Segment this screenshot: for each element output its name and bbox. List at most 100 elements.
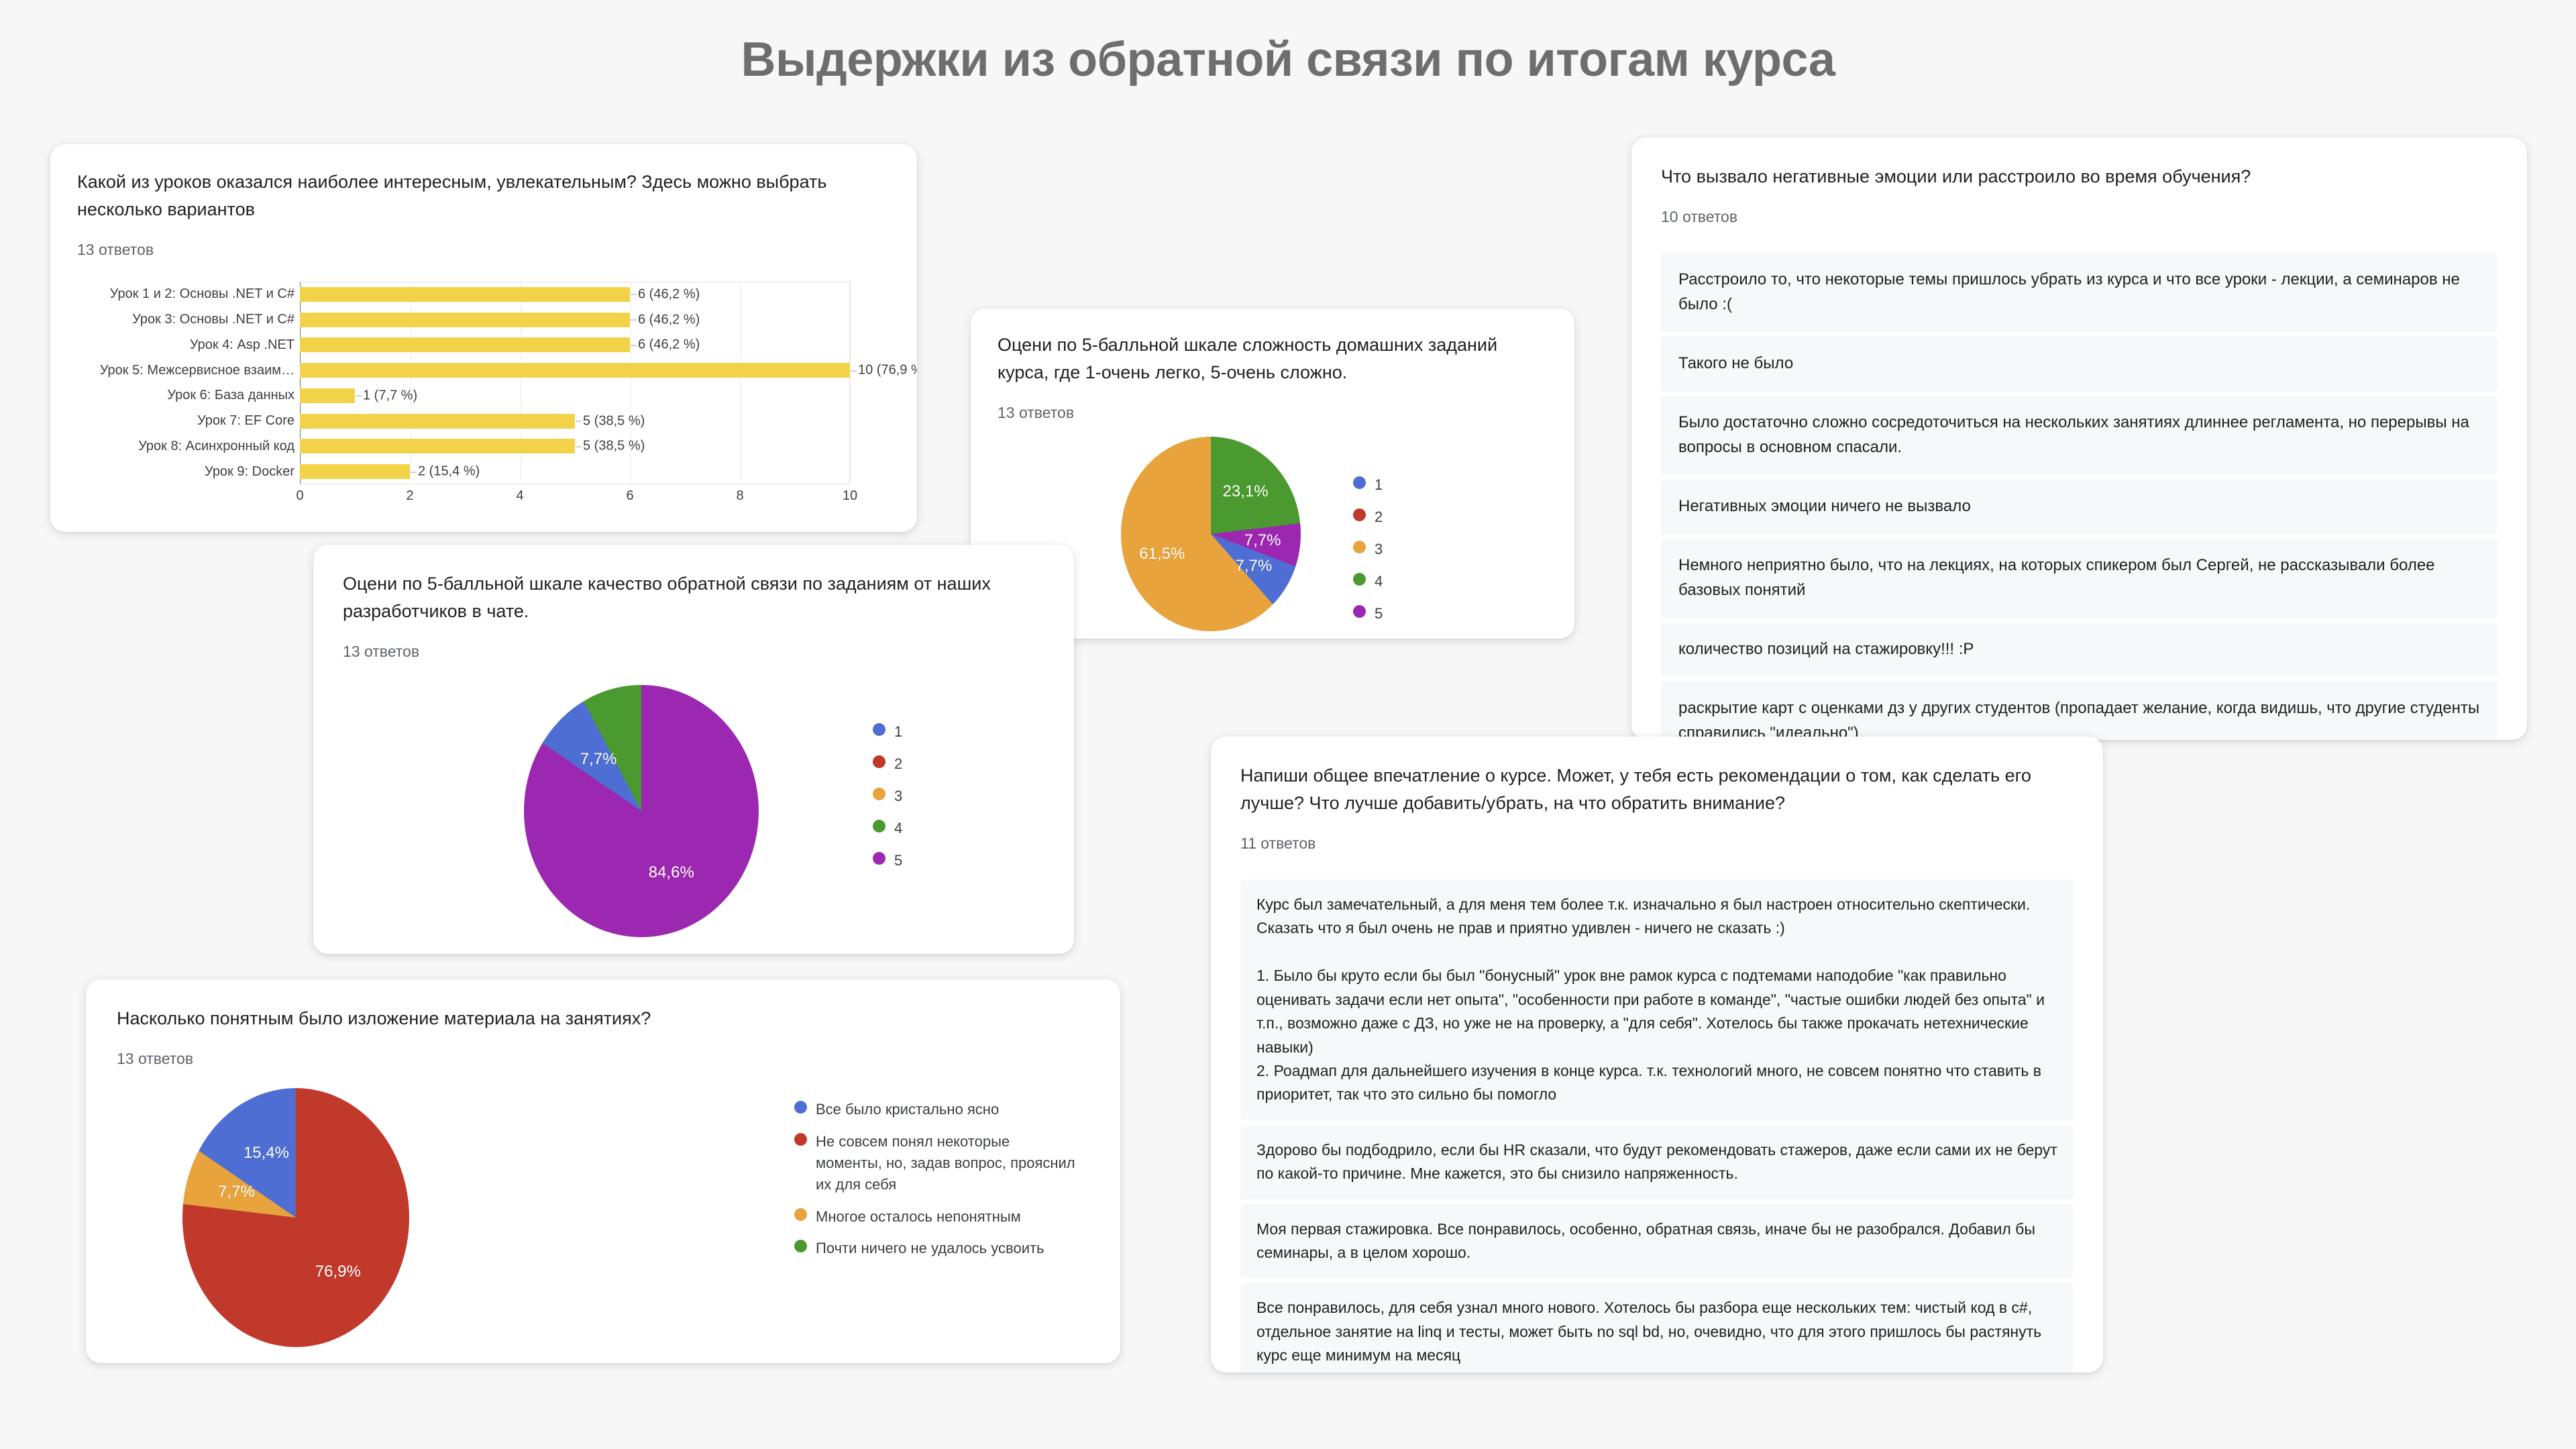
pie-chart	[1121, 437, 1301, 632]
bar-row: Урок 3: Основы .NET и C# 6 (46,2 %)	[77, 307, 890, 333]
question-title: Напиши общее впечатление о курсе. Может,…	[1240, 765, 2031, 814]
bar-category-label: Урок 5: Межсервисное взаим…	[99, 362, 294, 378]
bar-track: 5 (38,5 %)	[300, 409, 850, 434]
pie-slice-percent-label: 15,4%	[243, 1144, 289, 1163]
bar-value-label: 10 (76,9 %)	[850, 363, 917, 378]
legend-item[interactable]: 5	[873, 850, 994, 871]
bar-row: Урок 8: Асинхронный код 5 (38,5 %)	[77, 434, 890, 460]
legend-item[interactable]: Не совсем понял некоторые моменты, но, з…	[794, 1131, 1076, 1195]
legend-color-dot	[873, 723, 885, 737]
pie-legend: Все было кристально ясно Не совсем понял …	[794, 1099, 1076, 1270]
legend-label: Все было кристально ясно	[816, 1101, 1000, 1118]
bar-track: 10 (76,9 %)	[300, 358, 917, 383]
pie-slice-percent-label: 7,7%	[1235, 556, 1273, 575]
legend-item[interactable]: 1	[873, 721, 994, 743]
card-general-impression: Напиши общее впечатление о курсе. Может,…	[1211, 737, 2103, 1373]
legend-label: 3	[894, 787, 903, 804]
answer-item: раскрытие карт с оценками дз у других ст…	[1661, 681, 2498, 740]
answer-item: Моя первая стажировка. Все понравилось, …	[1240, 1203, 2074, 1279]
legend-item[interactable]: 4	[873, 818, 994, 839]
x-axis-tick: 2	[406, 488, 414, 504]
card-feedback-quality-pie-chart: Оцени по 5-балльной шкале качество обрат…	[313, 545, 1074, 954]
bar-track: 6 (46,2 %)	[300, 282, 850, 307]
answer-item: Негативных эмоции ничего не вызвало	[1661, 479, 2498, 534]
bar-track: 6 (46,2 %)	[300, 333, 850, 358]
bar-fill	[300, 286, 630, 302]
bar-row: Урок 6: База данных 1 (7,7 %)	[77, 383, 890, 409]
answer-item: Здорово бы подбодрило, если бы HR сказал…	[1240, 1124, 2074, 1199]
pie-slice-percent-label: 23,1%	[1222, 482, 1269, 501]
legend-label: 5	[894, 851, 903, 869]
answer-item: Курс был замечательный, а для меня тем б…	[1240, 879, 2074, 1120]
response-count: 13 ответов	[77, 241, 154, 259]
bar-value-label: 6 (46,2 %)	[630, 286, 700, 302]
pie-slice-percent-label: 61,5%	[1139, 544, 1185, 563]
response-count: 13 ответов	[343, 643, 420, 661]
legend-color-dot	[873, 819, 885, 833]
legend-label: 5	[1375, 604, 1383, 622]
bar-fill	[300, 439, 575, 454]
x-axis-ticks: 0 2 4 6 8 10	[296, 488, 857, 508]
answer-list: Курс был замечательный, а для меня тем б…	[1240, 879, 2074, 1373]
pie-chart	[524, 685, 759, 938]
bar-track: 2 (15,4 %)	[300, 459, 850, 484]
pie-chart-area: 76,9% 7,7% 15,4% Все было кристально ясно Н…	[117, 1088, 1089, 1348]
bar-row: Урок 5: Межсервисное взаим… 10 (76,9 %)	[77, 358, 917, 383]
bar-value-label: 6 (46,2 %)	[630, 312, 700, 327]
bar-track: 1 (7,7 %)	[300, 383, 850, 409]
answer-list: Расстроило то, что некоторые темы пришло…	[1661, 253, 2498, 740]
bar-row: Урок 4: Asp .NET 6 (46,2 %)	[77, 333, 890, 358]
legend-item[interactable]: 2	[1353, 506, 1467, 528]
bar-fill	[300, 363, 850, 378]
legend-label: 3	[1375, 540, 1383, 557]
legend-label: Многое осталось непонятным	[816, 1208, 1021, 1225]
response-count: 10 ответов	[1661, 208, 1738, 226]
answer-item: Все понравилось, для себя узнал много но…	[1240, 1283, 2074, 1373]
answer-item: Было достаточно сложно сосредоточиться н…	[1661, 395, 2498, 475]
bar-value-label: 5 (38,5 %)	[575, 413, 645, 429]
legend-item[interactable]: 3	[873, 786, 994, 807]
bar-row: Урок 1 и 2: Основы .NET и C# 6 (46,2 %)	[77, 282, 890, 307]
legend-item[interactable]: 2	[873, 753, 994, 775]
legend-item[interactable]: Все было кристально ясно	[794, 1099, 1076, 1120]
legend-color-dot	[873, 787, 885, 800]
bar-category-label: Урок 8: Асинхронный код	[138, 438, 294, 453]
legend-color-dot	[794, 1132, 807, 1146]
card-lessons-bar-chart: Какой из уроков оказался наиболее интере…	[50, 144, 917, 532]
bar-row: Урок 7: EF Core 5 (38,5 %)	[77, 409, 890, 434]
pie-chart	[182, 1088, 409, 1348]
card-negative-feedback: Что вызвало негативные эмоции или расстр…	[1631, 138, 2527, 740]
legend-color-dot	[1353, 604, 1366, 618]
legend-label: Почти ничего не удалось усвоить	[816, 1240, 1044, 1257]
question-title: Насколько понятным было изложение матери…	[117, 1008, 651, 1028]
bar-category-label: Урок 7: EF Core	[197, 413, 294, 429]
bar-category-label: Урок 6: База данных	[167, 388, 294, 403]
response-count: 13 ответов	[998, 404, 1075, 422]
legend-item[interactable]: 5	[1353, 603, 1467, 625]
x-axis-tick: 8	[736, 488, 744, 504]
legend-color-dot	[1353, 508, 1366, 521]
legend-color-dot	[873, 851, 885, 865]
legend-color-dot	[794, 1208, 807, 1221]
bar-category-label: Урок 3: Основы .NET и C#	[132, 312, 294, 327]
bar-fill	[300, 413, 575, 429]
legend-label: 2	[894, 755, 903, 772]
x-axis-tick: 6	[626, 488, 634, 504]
legend-item[interactable]: Почти ничего не удалось усвоить	[794, 1238, 1076, 1259]
legend-item[interactable]: 4	[1353, 571, 1467, 592]
bar-row: Урок 9: Docker 2 (15,4 %)	[77, 459, 890, 484]
bar-track: 5 (38,5 %)	[300, 434, 850, 460]
legend-label: 4	[894, 819, 903, 837]
legend-item[interactable]: 3	[1353, 539, 1467, 560]
legend-label: 1	[894, 723, 903, 741]
pie-slice-percent-label: 7,7%	[580, 749, 617, 768]
pie-slice-percent-label: 76,9%	[315, 1262, 361, 1281]
bar-track: 6 (46,2 %)	[300, 307, 850, 333]
bar-category-label: Урок 1 и 2: Основы .NET и C#	[109, 286, 294, 302]
legend-color-dot	[794, 1240, 807, 1253]
question-title: Оцени по 5-балльной шкале качество обрат…	[343, 574, 991, 622]
bar-value-label: 5 (38,5 %)	[575, 439, 645, 454]
legend-item[interactable]: Многое осталось непонятным	[794, 1206, 1076, 1228]
legend-item[interactable]: 1	[1353, 474, 1467, 496]
bar-chart: Урок 1 и 2: Основы .NET и C# 6 (46,2 %) Ур…	[77, 282, 917, 513]
